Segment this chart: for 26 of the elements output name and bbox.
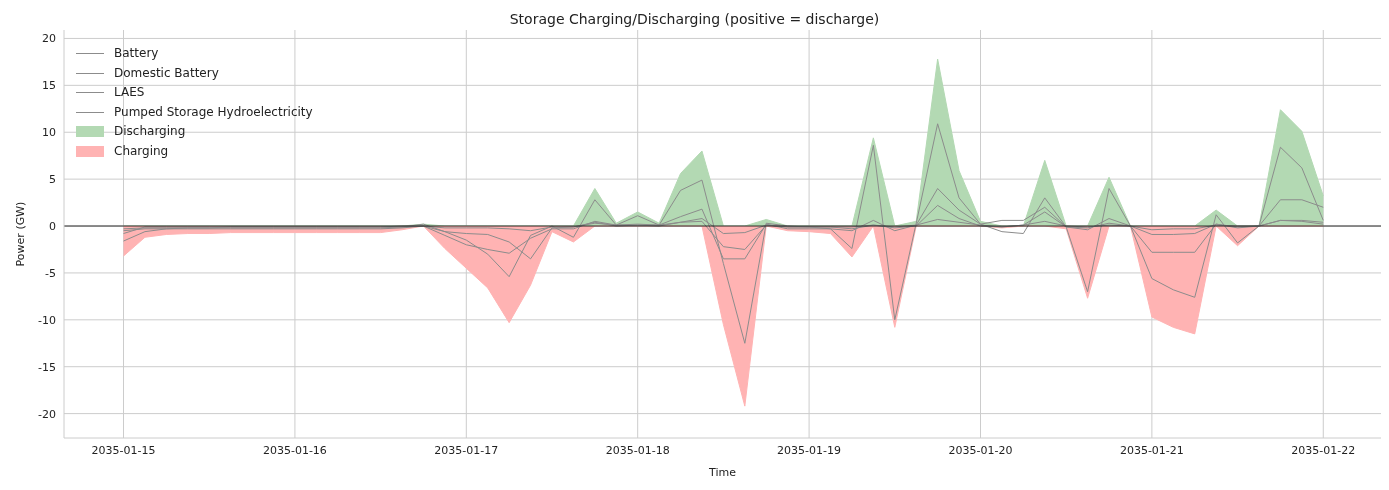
x-tick-label: 2035-01-21: [1119, 443, 1184, 457]
y-tick-label: -10: [38, 313, 56, 327]
legend-label: Pumped Storage Hydroelectricity: [114, 103, 313, 121]
x-tick-label: 2035-01-16: [262, 443, 327, 457]
y-tick-label: 5: [49, 173, 56, 187]
y-tick-label: 15: [42, 79, 56, 93]
legend-label: Battery: [114, 45, 159, 62]
legend-label: Domestic Battery: [114, 64, 219, 82]
y-tick-label: -20: [38, 407, 56, 421]
x-axis-title: Time: [708, 466, 737, 479]
x-tick-label: 2035-01-17: [434, 443, 499, 457]
legend-label: LAES: [114, 84, 145, 101]
y-tick-label: 20: [42, 32, 56, 46]
x-tick-label: 2035-01-18: [605, 443, 670, 457]
chart-title: Storage Charging/Discharging (positive = discharge): [508, 10, 881, 29]
x-tick-label: 2035-01-20: [948, 443, 1013, 457]
x-tick-label: 2035-01-19: [777, 443, 842, 457]
y-tick-label: 10: [42, 126, 56, 140]
y-tick-label: -5: [45, 266, 56, 280]
x-tick-label: 2035-01-22: [1291, 443, 1356, 457]
y-tick-label: -15: [38, 360, 56, 374]
x-tick-label: 2035-01-15: [91, 443, 156, 457]
legend-label: Discharging: [114, 123, 186, 140]
y-axis-title: Power (GW): [13, 201, 27, 267]
legend-label: Charging: [114, 142, 169, 160]
y-tick-label: 0: [49, 219, 56, 233]
